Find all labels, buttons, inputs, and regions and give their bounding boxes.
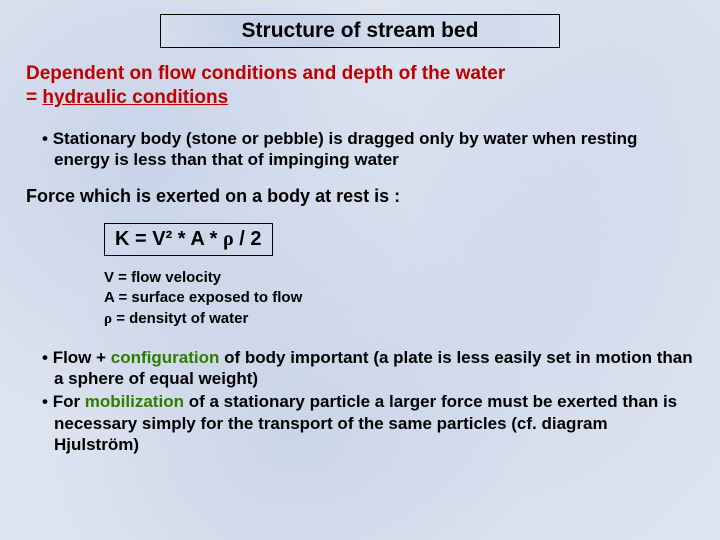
formula-rho: ρ xyxy=(223,228,234,250)
legend-a: A = surface exposed to flow xyxy=(104,289,302,306)
bullet-3: For mobilization of a stationary particl… xyxy=(26,391,694,455)
bullet-group: Flow + configuration of body important (… xyxy=(26,347,694,455)
lead-text: Dependent on flow conditions and depth o… xyxy=(26,62,694,110)
title-text: Structure of stream bed xyxy=(242,19,479,42)
title-box: Structure of stream bed xyxy=(160,14,560,48)
bullet-1-text: Stationary body (stone or pebble) is dra… xyxy=(53,129,638,169)
legend: V = flow velocity A = surface exposed to… xyxy=(104,268,694,329)
legend-rho-sym: ρ xyxy=(104,311,112,327)
legend-v: V = flow velocity xyxy=(104,269,221,286)
bullet-3-green: mobilization xyxy=(85,392,184,411)
bullet-1: Stationary body (stone or pebble) is dra… xyxy=(26,128,694,171)
bullet-2-green: configuration xyxy=(111,348,220,367)
legend-rho-rest: = densityt of water xyxy=(112,310,248,327)
formula-suffix: / 2 xyxy=(234,228,262,250)
lead-line2-underlined: hydraulic conditions xyxy=(42,87,228,108)
force-line-text: Force which is exerted on a body at rest… xyxy=(26,186,400,206)
formula-prefix: K = V² * A * xyxy=(115,228,223,250)
force-line: Force which is exerted on a body at rest… xyxy=(26,186,694,207)
lead-line1: Dependent on flow conditions and depth o… xyxy=(26,63,505,84)
formula-box: K = V² * A * ρ / 2 xyxy=(104,223,273,256)
bullet-3-pre: For xyxy=(53,392,85,411)
bullet-2-pre: Flow + xyxy=(53,348,111,367)
bullet-2: Flow + configuration of body important (… xyxy=(26,347,694,390)
lead-line2-prefix: = xyxy=(26,87,42,108)
